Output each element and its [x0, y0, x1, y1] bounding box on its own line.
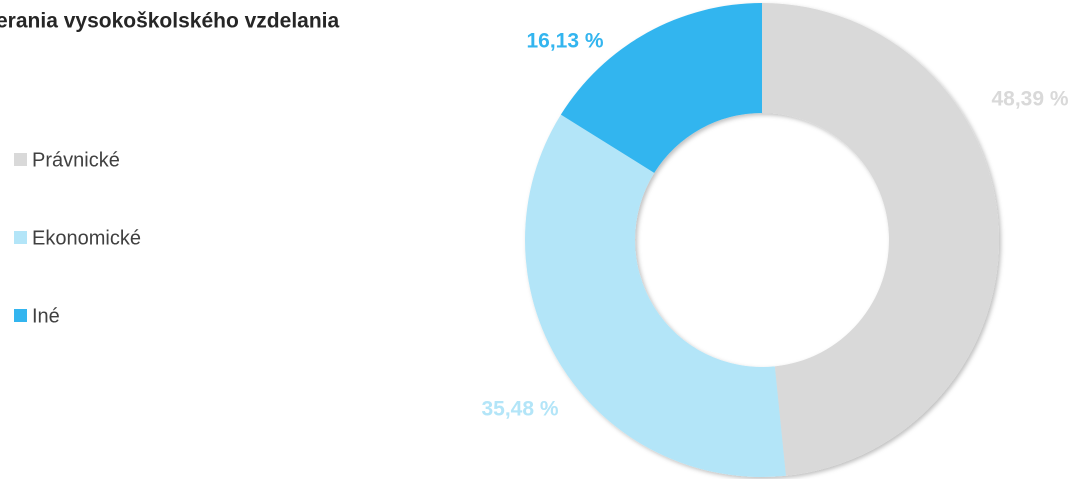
data-label: 35,48 %	[481, 398, 558, 421]
donut	[525, 2, 999, 477]
legend-label: Ekonomické	[32, 227, 141, 249]
chart-title: erania vysokoškolského vzdelania	[0, 10, 339, 33]
slice	[525, 114, 786, 477]
slice	[560, 3, 762, 173]
slice	[762, 2, 999, 476]
legend-swatch	[14, 153, 27, 166]
legend-label: Iné	[32, 305, 60, 327]
data-label: 16,13 %	[526, 30, 603, 53]
legend-swatch	[14, 231, 27, 244]
legend-label: Právnické	[32, 149, 120, 171]
data-label: 48,39 %	[991, 88, 1068, 111]
legend-swatch	[14, 309, 27, 322]
